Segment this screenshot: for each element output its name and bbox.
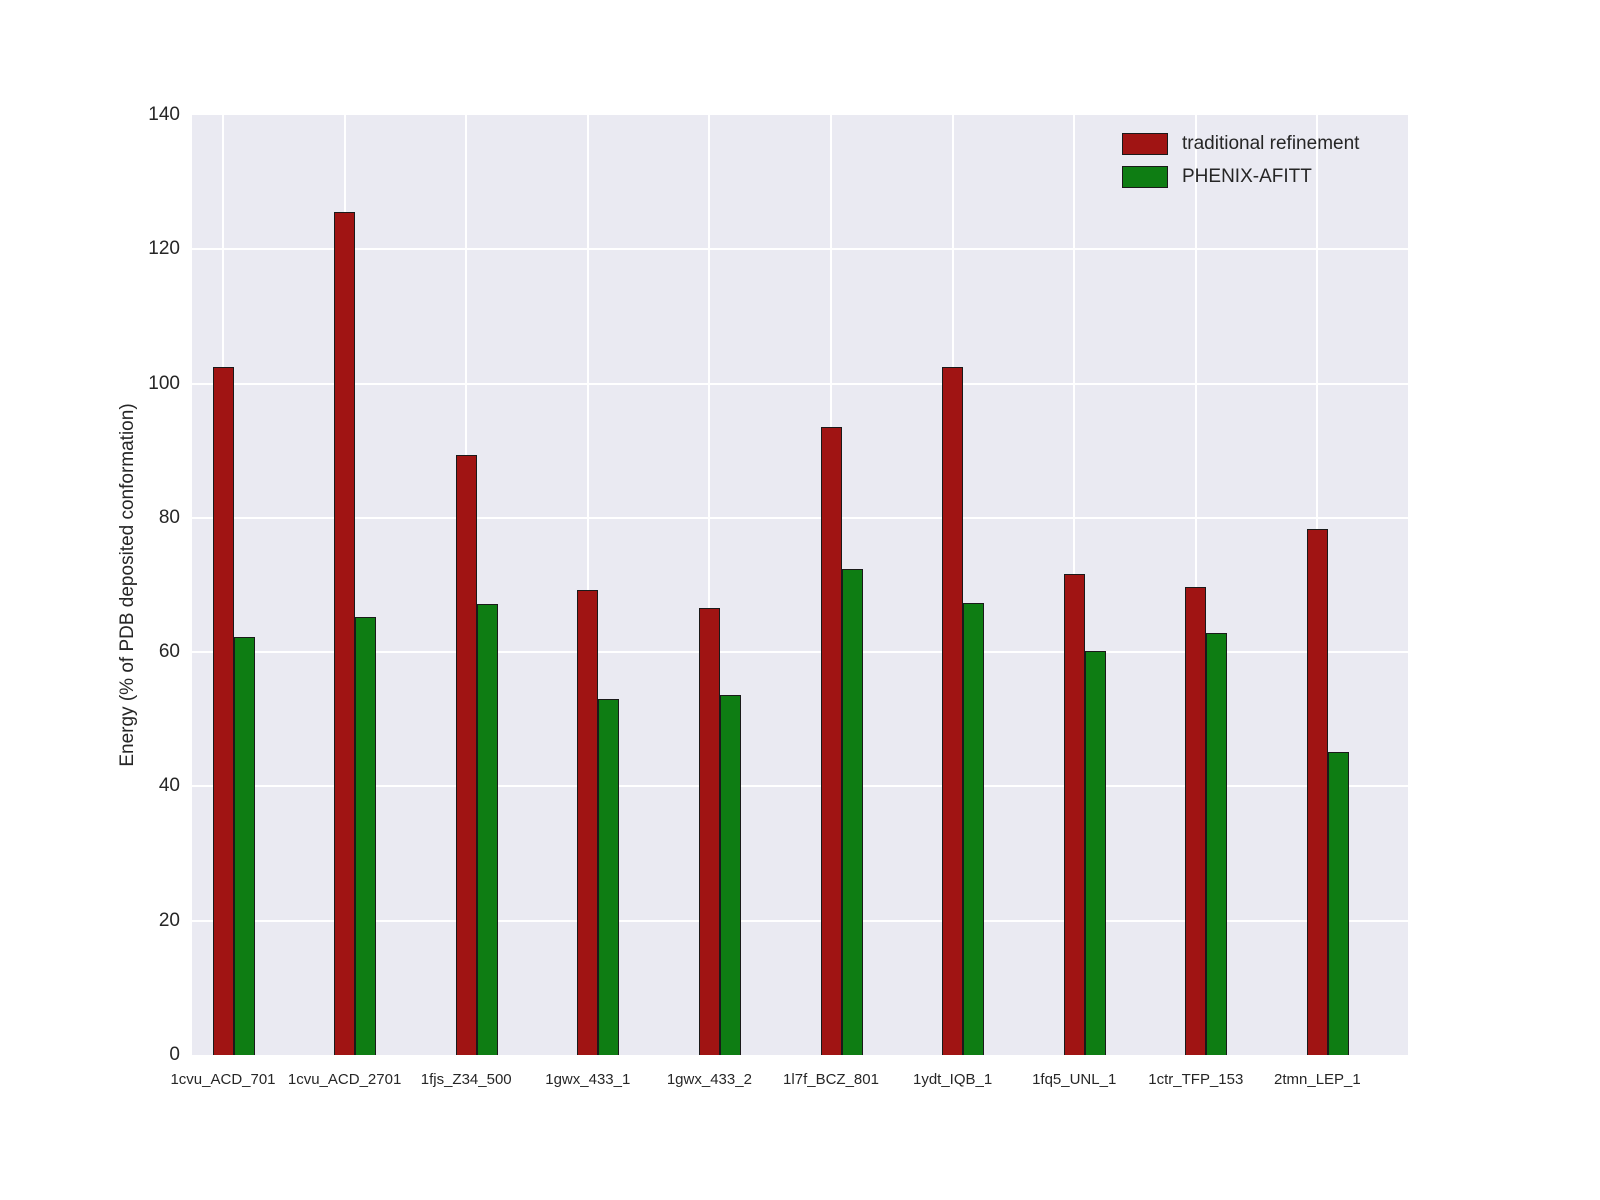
- gridline-vertical: [586, 115, 589, 1055]
- bar-traditional-refinement: [698, 607, 720, 1055]
- legend-swatch: [1122, 133, 1168, 155]
- gridline-horizontal: [192, 651, 1408, 654]
- x-tick-label: 1ydt_IQB_1: [912, 1071, 993, 1088]
- x-tick-label: 1cvu_ACD_2701: [287, 1071, 402, 1088]
- plot-area: traditional refinement PHENIX-AFITT: [192, 115, 1408, 1055]
- bar-traditional-refinement: [455, 455, 477, 1055]
- bar-phenix-afitt: [841, 568, 863, 1055]
- bar-traditional-refinement: [212, 366, 234, 1055]
- bar-phenix-afitt: [476, 604, 498, 1055]
- bar-traditional-refinement: [820, 426, 842, 1055]
- legend-label: traditional refinement: [1182, 133, 1360, 154]
- legend-swatch: [1122, 166, 1168, 188]
- gridline-vertical: [1194, 115, 1197, 1055]
- bar-phenix-afitt: [598, 699, 620, 1055]
- bar-phenix-afitt: [1206, 632, 1228, 1055]
- gridline-vertical: [708, 115, 711, 1055]
- y-tick-label: 140: [148, 104, 180, 125]
- bar-traditional-refinement: [334, 212, 356, 1055]
- bar-traditional-refinement: [1306, 529, 1328, 1055]
- legend-item: traditional refinement: [1122, 133, 1359, 155]
- x-tick-label: 1fq5_UNL_1: [1032, 1071, 1117, 1088]
- legend: traditional refinement PHENIX-AFITT: [1122, 133, 1359, 188]
- gridline-horizontal: [192, 382, 1408, 385]
- bar-phenix-afitt: [719, 695, 741, 1055]
- bar-traditional-refinement: [1185, 587, 1207, 1055]
- x-tick-label: 1gwx_433_2: [666, 1071, 752, 1088]
- y-tick-label: 40: [158, 775, 180, 797]
- gridline-horizontal: [192, 919, 1408, 922]
- bar-traditional-refinement: [942, 366, 964, 1055]
- legend-item: PHENIX-AFITT: [1122, 166, 1359, 188]
- x-tick-label: 1fjs_Z34_500: [420, 1071, 512, 1088]
- x-tick-label: 1cvu_ACD_701: [170, 1071, 276, 1088]
- y-tick-label: 60: [158, 641, 180, 663]
- bar-phenix-afitt: [963, 603, 985, 1055]
- bar-phenix-afitt: [1084, 650, 1106, 1055]
- gridline-horizontal: [192, 248, 1408, 251]
- bar-traditional-refinement: [577, 589, 599, 1055]
- y-tick-label: 80: [158, 506, 180, 528]
- y-axis-label: Energy (% of PDB deposited conformation): [117, 403, 138, 767]
- y-tick-label: 100: [148, 372, 180, 394]
- bar-phenix-afitt: [1327, 751, 1349, 1055]
- bar-phenix-afitt: [355, 617, 377, 1055]
- bar-traditional-refinement: [1063, 574, 1085, 1055]
- x-tick-label: 1gwx_433_1: [545, 1071, 631, 1088]
- bar-phenix-afitt: [233, 637, 255, 1055]
- y-tick-label: 120: [148, 238, 180, 260]
- x-tick-label: 2tmn_LEP_1: [1274, 1071, 1361, 1088]
- y-tick-label: 20: [158, 909, 180, 931]
- gridline-horizontal: [192, 516, 1408, 519]
- y-tick-label: 0: [169, 1044, 180, 1065]
- x-tick-label: 1l7f_BCZ_801: [783, 1071, 879, 1088]
- gridline-horizontal: [192, 785, 1408, 788]
- legend-label: PHENIX-AFITT: [1182, 166, 1312, 187]
- x-tick-label: 1ctr_TFP_153: [1148, 1071, 1244, 1088]
